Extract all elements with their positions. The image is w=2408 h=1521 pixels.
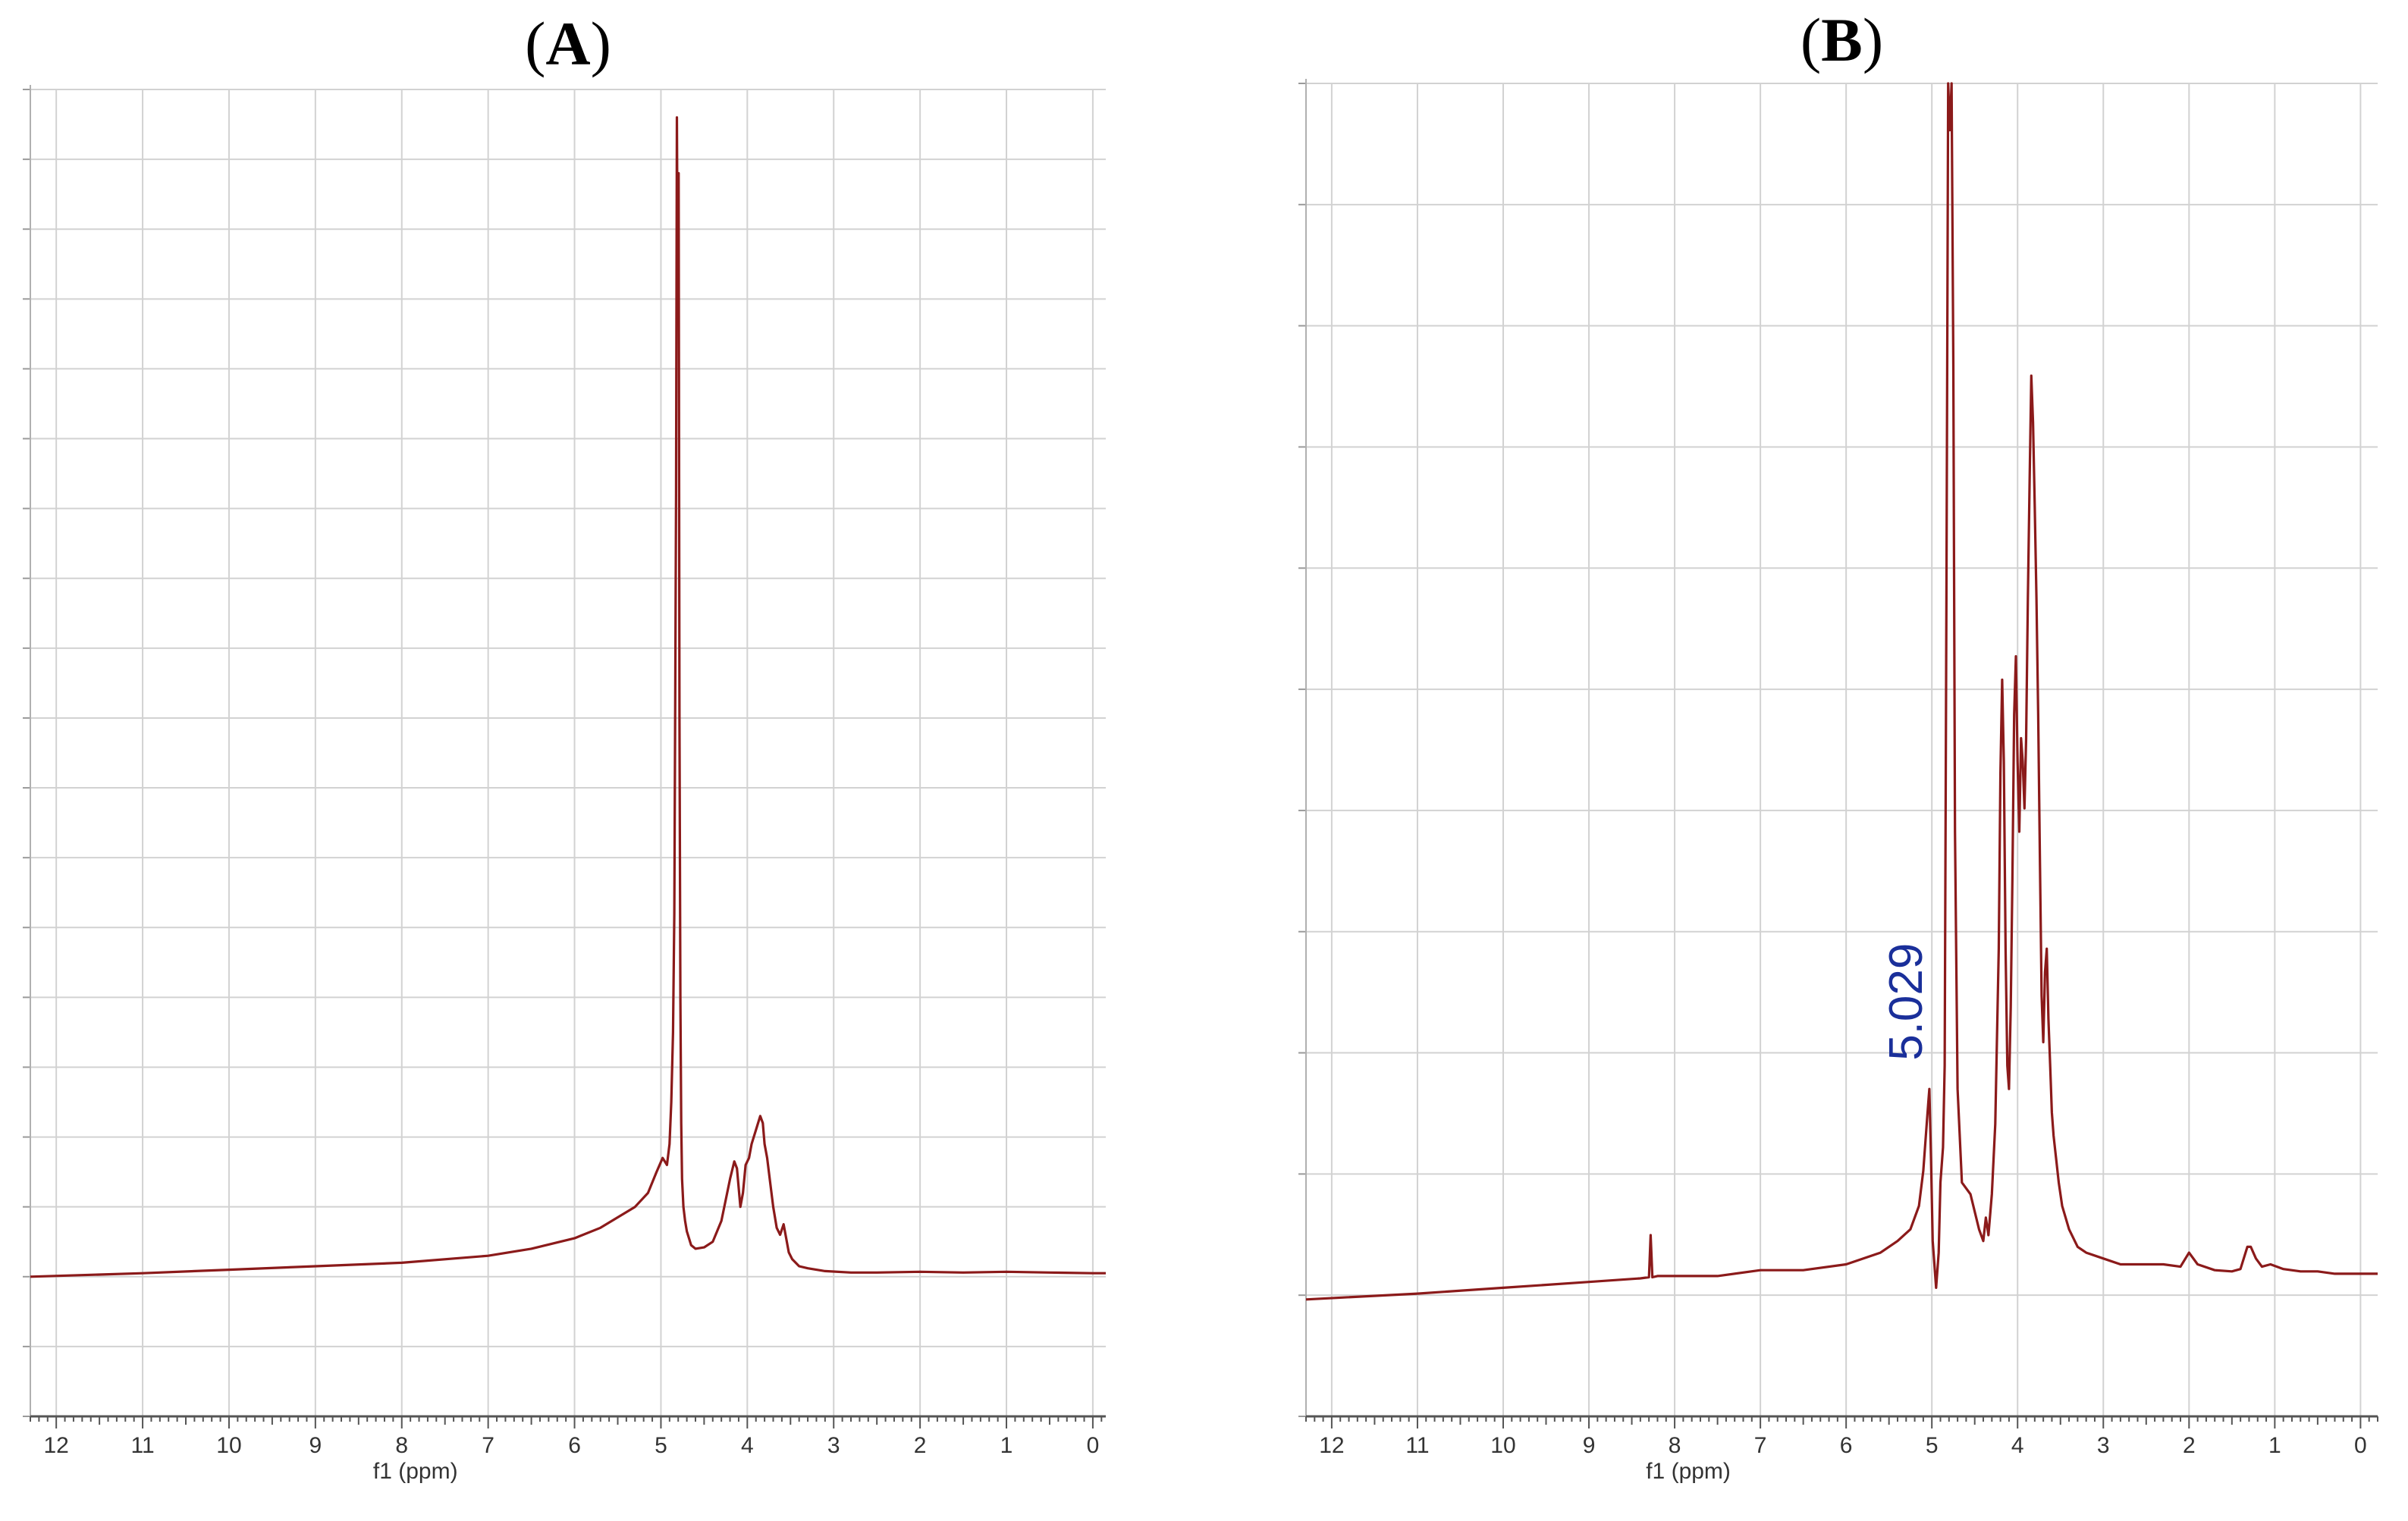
peak-label: 5.029 [1880, 943, 1932, 1061]
x-tick-label: 12 [1319, 1433, 1344, 1458]
x-tick-label: 2 [2183, 1433, 2196, 1458]
x-tick-label: 6 [1840, 1433, 1853, 1458]
panel-a: (A)12 11 10 9 8 7 6 5 4 3 2 1 0f1 (ppm) [23, 9, 1106, 1484]
x-tick-label: 11 [1405, 1433, 1429, 1458]
x-tick-label: 10 [216, 1433, 241, 1458]
x-tick-label: 11 [130, 1433, 154, 1458]
x-tick-label: 2 [914, 1433, 927, 1458]
panel-b: (B)12 11 10 9 8 7 6 5 4 3 2 1 0f1 (ppm)5.029 [1298, 5, 2378, 1484]
x-tick-label: 1 [2268, 1433, 2281, 1458]
x-tick-label: 7 [1754, 1433, 1767, 1458]
x-tick-label: 0 [1087, 1433, 1100, 1458]
x-tick-label: 3 [2097, 1433, 2110, 1458]
x-tick-label: 6 [568, 1433, 581, 1458]
x-tick-label: 7 [482, 1433, 494, 1458]
x-tick-label: 1 [1000, 1433, 1013, 1458]
x-axis-label: f1 (ppm) [373, 1459, 458, 1484]
x-tick-label: 10 [1490, 1433, 1515, 1458]
x-tick-label: 9 [309, 1433, 322, 1458]
spectrum-line [30, 116, 1106, 1278]
x-tick-label: 12 [43, 1433, 68, 1458]
panel-a-title: (A) [525, 9, 611, 78]
x-tick-label: 4 [741, 1433, 754, 1458]
panel-b-title: (B) [1801, 5, 1883, 74]
x-tick-label: 3 [827, 1433, 840, 1458]
spectrum-line [1305, 82, 2378, 1301]
x-tick-label: 4 [2011, 1433, 2024, 1458]
x-tick-label: 5 [655, 1433, 667, 1458]
x-tick-label: 0 [2354, 1433, 2367, 1458]
x-tick-label: 8 [395, 1433, 408, 1458]
x-tick-label: 5 [1926, 1433, 1939, 1458]
x-tick-label: 9 [1583, 1433, 1596, 1458]
x-tick-label: 8 [1669, 1433, 1681, 1458]
x-axis-label: f1 (ppm) [1646, 1459, 1731, 1484]
